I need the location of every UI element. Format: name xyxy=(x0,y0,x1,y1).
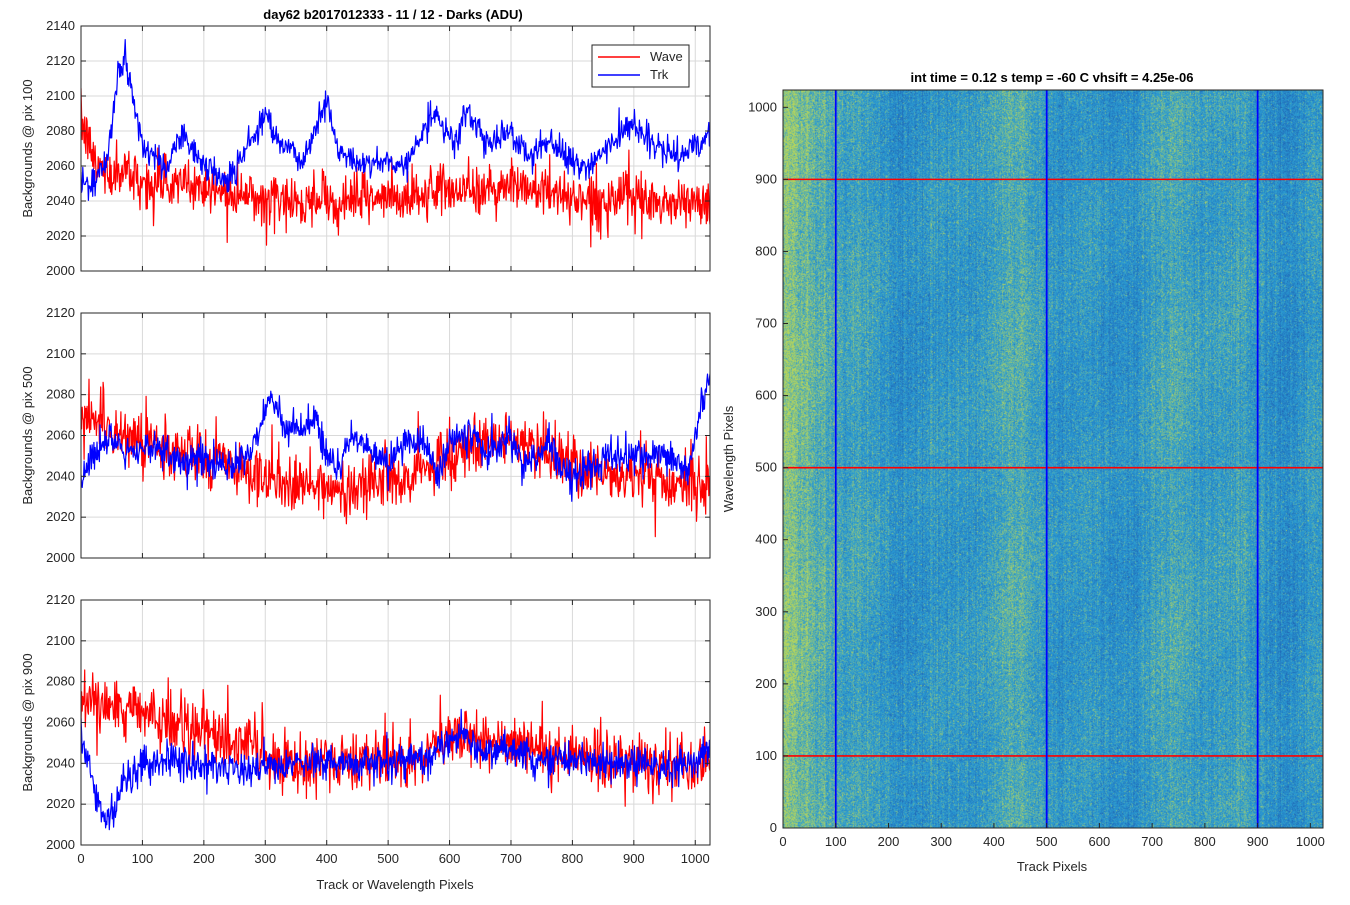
x-tick-label: 200 xyxy=(193,851,215,866)
x-tick-label: 0 xyxy=(77,851,84,866)
figure-title: day62 b2017012333 - 11 / 12 - Darks (ADU… xyxy=(263,7,522,22)
series-line-wave xyxy=(81,88,710,248)
heatmap-x-tick-label: 700 xyxy=(1141,834,1163,849)
y-tick-label: 2000 xyxy=(46,263,75,278)
heatmap-x-tick-label: 200 xyxy=(878,834,900,849)
y-tick-label: 2120 xyxy=(46,305,75,320)
heatmap-x-tick-label: 1000 xyxy=(1296,834,1325,849)
y-tick-label: 2100 xyxy=(46,633,75,648)
x-axis-label: Track or Wavelength Pixels xyxy=(316,877,474,892)
y-tick-label: 2020 xyxy=(46,509,75,524)
y-tick-label: 2080 xyxy=(46,387,75,402)
heatmap-y-tick-label: 300 xyxy=(755,604,777,619)
heatmap-x-tick-label: 900 xyxy=(1247,834,1269,849)
y-tick-label: 2100 xyxy=(46,346,75,361)
y-axis-label: Backgrounds @ pix 500 xyxy=(20,366,35,504)
heatmap-image xyxy=(783,90,1323,828)
heatmap-y-label: Wavelength Pixels xyxy=(721,405,736,512)
y-axis-label: Backgrounds @ pix 900 xyxy=(20,653,35,791)
y-axis-label: Backgrounds @ pix 100 xyxy=(20,79,35,217)
x-tick-label: 700 xyxy=(500,851,522,866)
heatmap-x-tick-label: 800 xyxy=(1194,834,1216,849)
y-tick-label: 2060 xyxy=(46,158,75,173)
heatmap-x-tick-label: 600 xyxy=(1089,834,1111,849)
y-tick-label: 2060 xyxy=(46,428,75,443)
y-tick-label: 2100 xyxy=(46,88,75,103)
heatmap-y-tick-label: 0 xyxy=(770,820,777,835)
series-line-wave xyxy=(81,378,710,538)
y-tick-label: 2080 xyxy=(46,674,75,689)
legend-trk-label: Trk xyxy=(650,67,669,82)
y-tick-label: 2000 xyxy=(46,837,75,852)
series-line-trk xyxy=(81,373,710,502)
y-tick-label: 2000 xyxy=(46,550,75,565)
panel-pix-900: 2000 2020 2040 2060 2080 2100 2120 0 100 200 300 40… xyxy=(20,592,711,866)
y-tick-label: 2080 xyxy=(46,123,75,138)
heatmap-y-tick-label: 100 xyxy=(755,748,777,763)
x-tick-label: 900 xyxy=(623,851,645,866)
heatmap-x-tick-label: 400 xyxy=(983,834,1005,849)
legend: Wave Trk xyxy=(591,44,690,88)
x-tick-label: 800 xyxy=(562,851,584,866)
legend-box xyxy=(591,44,690,88)
series-line-trk xyxy=(81,38,710,201)
series-line-wave xyxy=(81,669,710,807)
heatmap-frame xyxy=(782,89,1324,829)
heatmap-y-tick-label: 800 xyxy=(755,243,777,258)
y-tick-label: 2020 xyxy=(46,228,75,243)
series-line-trk xyxy=(81,708,710,831)
y-tick-label: 2140 xyxy=(46,18,75,33)
heatmap-y-tick-label: 1000 xyxy=(748,99,777,114)
heatmap-x-label: Track Pixels xyxy=(1017,859,1088,874)
heatmap-x-tick-label: 300 xyxy=(930,834,952,849)
heatmap-title: int time = 0.12 s temp = -60 C vhsift = … xyxy=(911,70,1194,85)
heatmap-x-tick-label: 100 xyxy=(825,834,847,849)
panel-pix-500: 2000 2020 2040 2060 2080 2100 2120 Backgrounds … xyxy=(20,305,711,565)
heatmap-panel: int time = 0.12 s temp = -60 C vhsift = … xyxy=(721,70,1325,874)
x-tick-label: 300 xyxy=(254,851,276,866)
x-tick-label: 500 xyxy=(377,851,399,866)
x-tick-label: 1000 xyxy=(681,851,710,866)
y-tick-label: 2120 xyxy=(46,592,75,607)
heatmap-y-tick-label: 500 xyxy=(755,460,777,475)
y-tick-label: 2040 xyxy=(46,755,75,770)
heatmap-x-tick-label: 0 xyxy=(779,834,786,849)
x-tick-label: 600 xyxy=(439,851,461,866)
x-tick-label: 100 xyxy=(132,851,154,866)
heatmap-y-tick-label: 600 xyxy=(755,388,777,403)
heatmap-x-tick-label: 500 xyxy=(1036,834,1058,849)
heatmap-y-tick-label: 900 xyxy=(755,171,777,186)
axes-frame xyxy=(80,25,711,272)
heatmap-y-tick-label: 400 xyxy=(755,532,777,547)
heatmap-y-tick-label: 700 xyxy=(755,316,777,331)
y-tick-label: 2060 xyxy=(46,715,75,730)
y-tick-label: 2040 xyxy=(46,468,75,483)
heatmap-y-tick-label: 200 xyxy=(755,676,777,691)
y-tick-label: 2020 xyxy=(46,796,75,811)
y-tick-label: 2040 xyxy=(46,193,75,208)
y-tick-label: 2120 xyxy=(46,53,75,68)
x-tick-label: 400 xyxy=(316,851,338,866)
legend-wave-label: Wave xyxy=(650,49,683,64)
